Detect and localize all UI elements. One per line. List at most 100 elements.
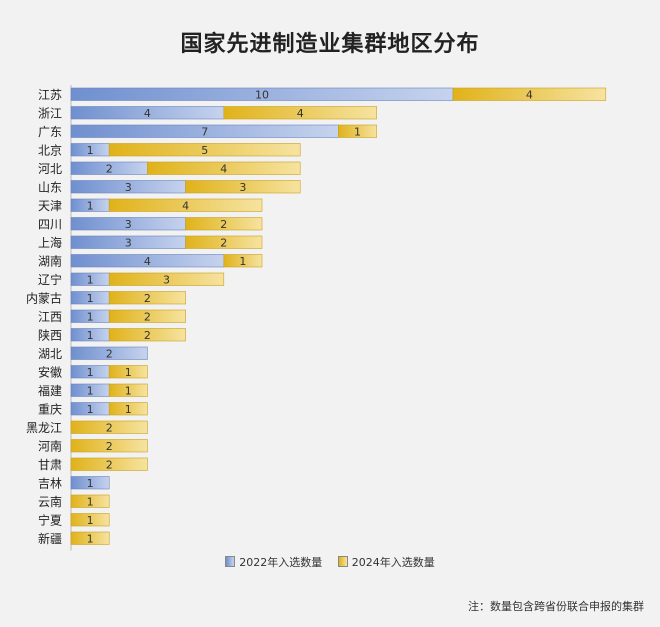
data-label-2022: 3 bbox=[125, 181, 132, 194]
bar-2024 bbox=[70, 494, 110, 508]
bar-2024 bbox=[338, 124, 377, 138]
bar-2024 bbox=[108, 383, 148, 397]
data-label-2024: 1 bbox=[87, 532, 94, 545]
category-label: 广东 bbox=[38, 125, 62, 139]
legend-label-2024: 2024年入选数量 bbox=[351, 556, 435, 569]
bar-2024 bbox=[70, 439, 148, 453]
data-label-2022: 3 bbox=[125, 218, 132, 231]
data-label-2022: 7 bbox=[201, 125, 208, 138]
category-label: 四川 bbox=[38, 217, 62, 231]
data-label-2022: 1 bbox=[87, 144, 94, 157]
data-label-2024: 1 bbox=[125, 366, 132, 379]
data-label-2024: 2 bbox=[144, 292, 151, 305]
data-label-2022: 1 bbox=[87, 273, 94, 286]
bar-2024 bbox=[108, 291, 186, 305]
bar-2024 bbox=[452, 87, 607, 101]
data-label-2024: 2 bbox=[220, 218, 227, 231]
bar-2024 bbox=[108, 402, 148, 416]
category-label: 吉林 bbox=[38, 476, 62, 490]
data-label-2022: 3 bbox=[125, 236, 132, 249]
data-label-2024: 4 bbox=[182, 199, 189, 212]
footnote: 注：数量包含跨省份联合申报的集群 bbox=[468, 600, 644, 613]
bar-2024 bbox=[108, 272, 225, 286]
bar-2024 bbox=[70, 457, 148, 471]
data-label-2024: 4 bbox=[220, 162, 227, 175]
data-label-2024: 2 bbox=[106, 440, 113, 453]
bar-2024 bbox=[223, 106, 377, 120]
data-label-2024: 2 bbox=[106, 458, 113, 471]
category-label: 内蒙古 bbox=[26, 290, 62, 305]
bar-2024 bbox=[108, 365, 148, 379]
data-label-2022: 1 bbox=[87, 292, 94, 305]
legend-label-2022: 2022年入选数量 bbox=[239, 556, 323, 569]
data-label-2024: 2 bbox=[144, 329, 151, 342]
legend-swatch-2022 bbox=[225, 556, 236, 567]
data-label-2022: 1 bbox=[87, 199, 94, 212]
category-label: 天津 bbox=[38, 199, 62, 213]
bar-2024 bbox=[70, 531, 110, 545]
category-label: 黑龙江 bbox=[26, 421, 62, 435]
bar-2024 bbox=[185, 235, 263, 249]
legend-item-2022: 2022年入选数量 bbox=[225, 554, 322, 570]
category-label: 湖北 bbox=[38, 346, 62, 361]
bar-2022 bbox=[70, 476, 110, 490]
legend-swatch-2024 bbox=[337, 556, 348, 567]
bar-2024 bbox=[108, 309, 186, 323]
data-label-2022: 1 bbox=[87, 310, 94, 323]
category-label: 安徽 bbox=[38, 364, 62, 379]
category-label: 陕西 bbox=[38, 327, 62, 342]
category-label: 浙江 bbox=[38, 106, 62, 120]
data-label-2022: 1 bbox=[87, 384, 94, 397]
bar-2022 bbox=[70, 346, 148, 360]
category-label: 湖南 bbox=[38, 253, 62, 268]
data-label-2022: 4 bbox=[144, 107, 151, 120]
category-label: 甘肃 bbox=[38, 458, 62, 472]
category-label: 河北 bbox=[38, 162, 62, 176]
data-label-2022: 1 bbox=[87, 366, 94, 379]
bar-2024 bbox=[108, 198, 263, 212]
legend-item-2024: 2024年入选数量 bbox=[337, 554, 435, 570]
category-label: 福建 bbox=[38, 383, 62, 398]
category-label: 山东 bbox=[38, 180, 62, 194]
data-label-2022: 2 bbox=[106, 162, 113, 175]
data-label-2024: 4 bbox=[297, 107, 304, 120]
bar-2024 bbox=[70, 420, 148, 434]
bar-2024 bbox=[70, 513, 110, 527]
data-label-2024: 1 bbox=[87, 495, 94, 508]
category-label: 上海 bbox=[38, 235, 62, 250]
chart-legend: 2022年入选数量 2024年入选数量 bbox=[0, 554, 660, 570]
data-label-2022: 10 bbox=[255, 88, 269, 101]
category-label: 北京 bbox=[38, 143, 62, 157]
bar-2024 bbox=[147, 161, 301, 175]
data-label-2024: 2 bbox=[144, 310, 151, 323]
category-label: 江苏 bbox=[38, 88, 62, 102]
category-label: 重庆 bbox=[38, 402, 62, 416]
data-label-2024: 5 bbox=[201, 144, 208, 157]
bar-2024 bbox=[185, 180, 301, 194]
data-label-2022: 1 bbox=[87, 477, 94, 490]
data-label-2022: 1 bbox=[87, 329, 94, 342]
data-label-2024: 2 bbox=[106, 421, 113, 434]
category-label: 云南 bbox=[38, 494, 62, 509]
bar-2024 bbox=[108, 143, 301, 157]
data-label-2024: 3 bbox=[163, 273, 170, 286]
data-label-2024: 2 bbox=[220, 236, 227, 249]
category-label: 河南 bbox=[38, 438, 62, 453]
bar-2024 bbox=[185, 217, 263, 231]
data-label-2024: 4 bbox=[526, 88, 533, 101]
data-label-2022: 4 bbox=[144, 255, 151, 268]
chart-title: 国家先进制造业集群地区分布 bbox=[180, 32, 480, 57]
data-label-2022: 1 bbox=[87, 403, 94, 416]
data-label-2024: 1 bbox=[87, 514, 94, 527]
data-label-2024: 1 bbox=[125, 384, 132, 397]
data-label-2024: 1 bbox=[354, 125, 361, 138]
data-label-2024: 1 bbox=[239, 255, 246, 268]
category-label: 辽宁 bbox=[38, 272, 62, 287]
bar-2024 bbox=[108, 328, 186, 342]
data-label-2022: 2 bbox=[106, 347, 113, 360]
data-label-2024: 1 bbox=[125, 403, 132, 416]
category-label: 宁夏 bbox=[38, 512, 62, 527]
category-label: 江西 bbox=[38, 310, 62, 324]
